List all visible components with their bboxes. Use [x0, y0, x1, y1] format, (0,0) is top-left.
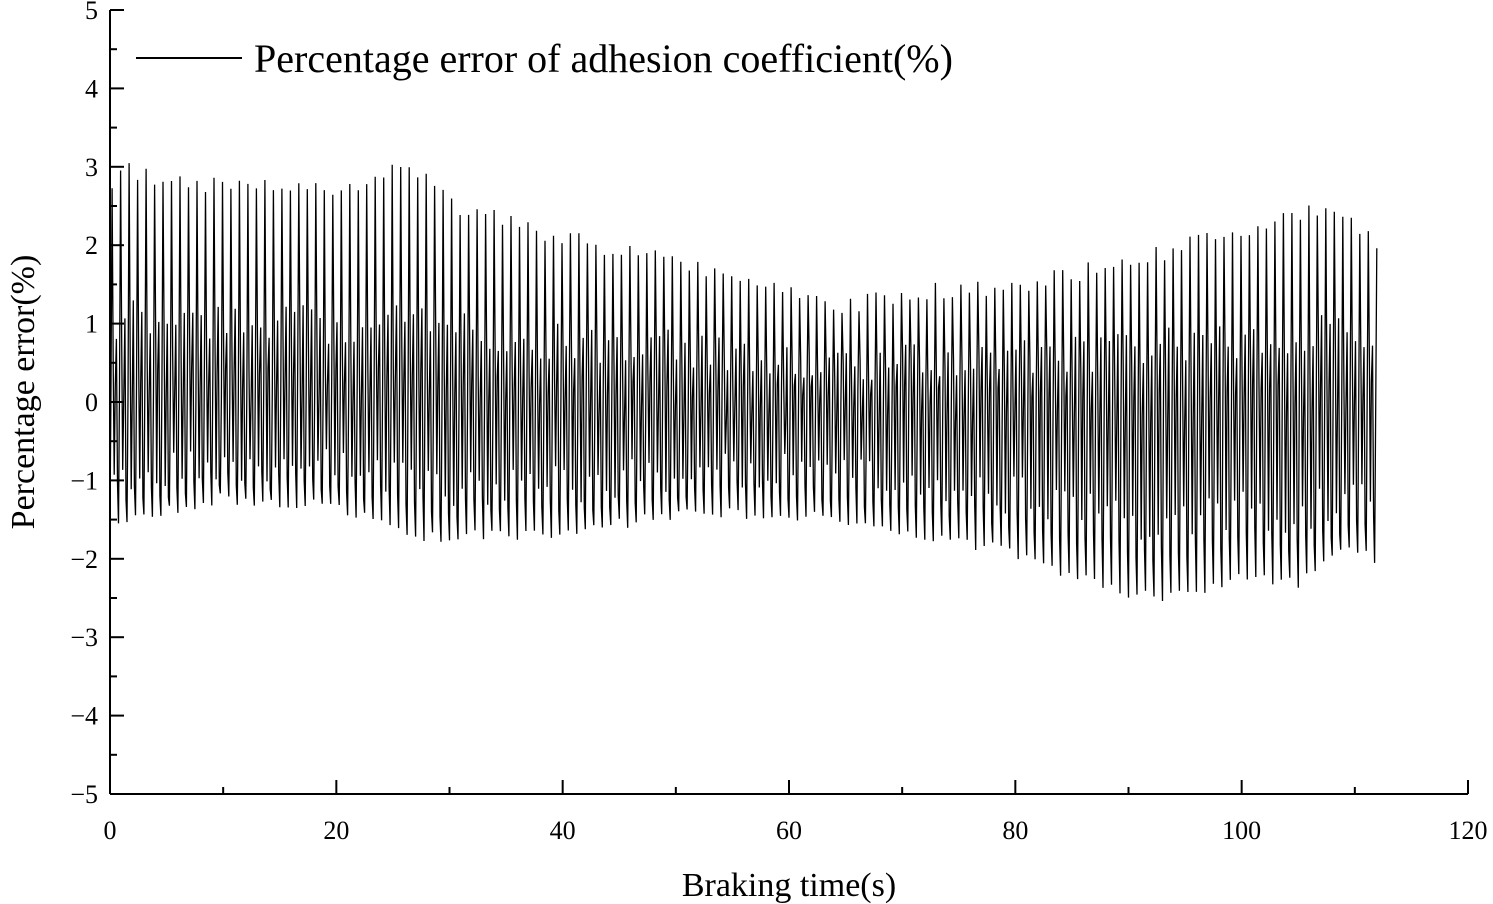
y-tick-label: 0: [85, 388, 98, 417]
x-tick-label: 20: [323, 816, 349, 845]
y-tick-label: −2: [70, 545, 98, 574]
legend: Percentage error of adhesion coefficient…: [136, 36, 953, 81]
x-tick-label: 60: [776, 816, 802, 845]
y-axis-title: Percentage error(%): [5, 255, 42, 530]
x-tick-label: 40: [550, 816, 576, 845]
axes: [109, 10, 1468, 795]
x-tick-label: 100: [1222, 816, 1261, 845]
y-tick-label: 3: [85, 153, 98, 182]
y-tick-label: 1: [85, 310, 98, 339]
series-path: [109, 163, 1378, 602]
series-line: [109, 163, 1378, 602]
x-axis-title: Braking time(s): [682, 867, 896, 904]
y-tick-label: 2: [85, 231, 98, 260]
x-ticks: 0 20 40 60 80 100 120: [104, 780, 1488, 845]
y-tick-label: −3: [70, 623, 98, 652]
x-tick-label: 80: [1002, 816, 1028, 845]
x-tick-label: 0: [104, 816, 117, 845]
y-ticks: 5 4 3 2 1 0 −1 −2 −3 −4 −5: [70, 0, 124, 809]
y-tick-label: −5: [70, 780, 98, 809]
y-tick-label: 5: [85, 0, 98, 25]
legend-label: Percentage error of adhesion coefficient…: [254, 36, 953, 81]
x-tick-label: 120: [1449, 816, 1488, 845]
y-tick-label: −4: [70, 702, 98, 731]
y-tick-label: 4: [85, 74, 98, 103]
y-tick-label: −1: [70, 466, 98, 495]
